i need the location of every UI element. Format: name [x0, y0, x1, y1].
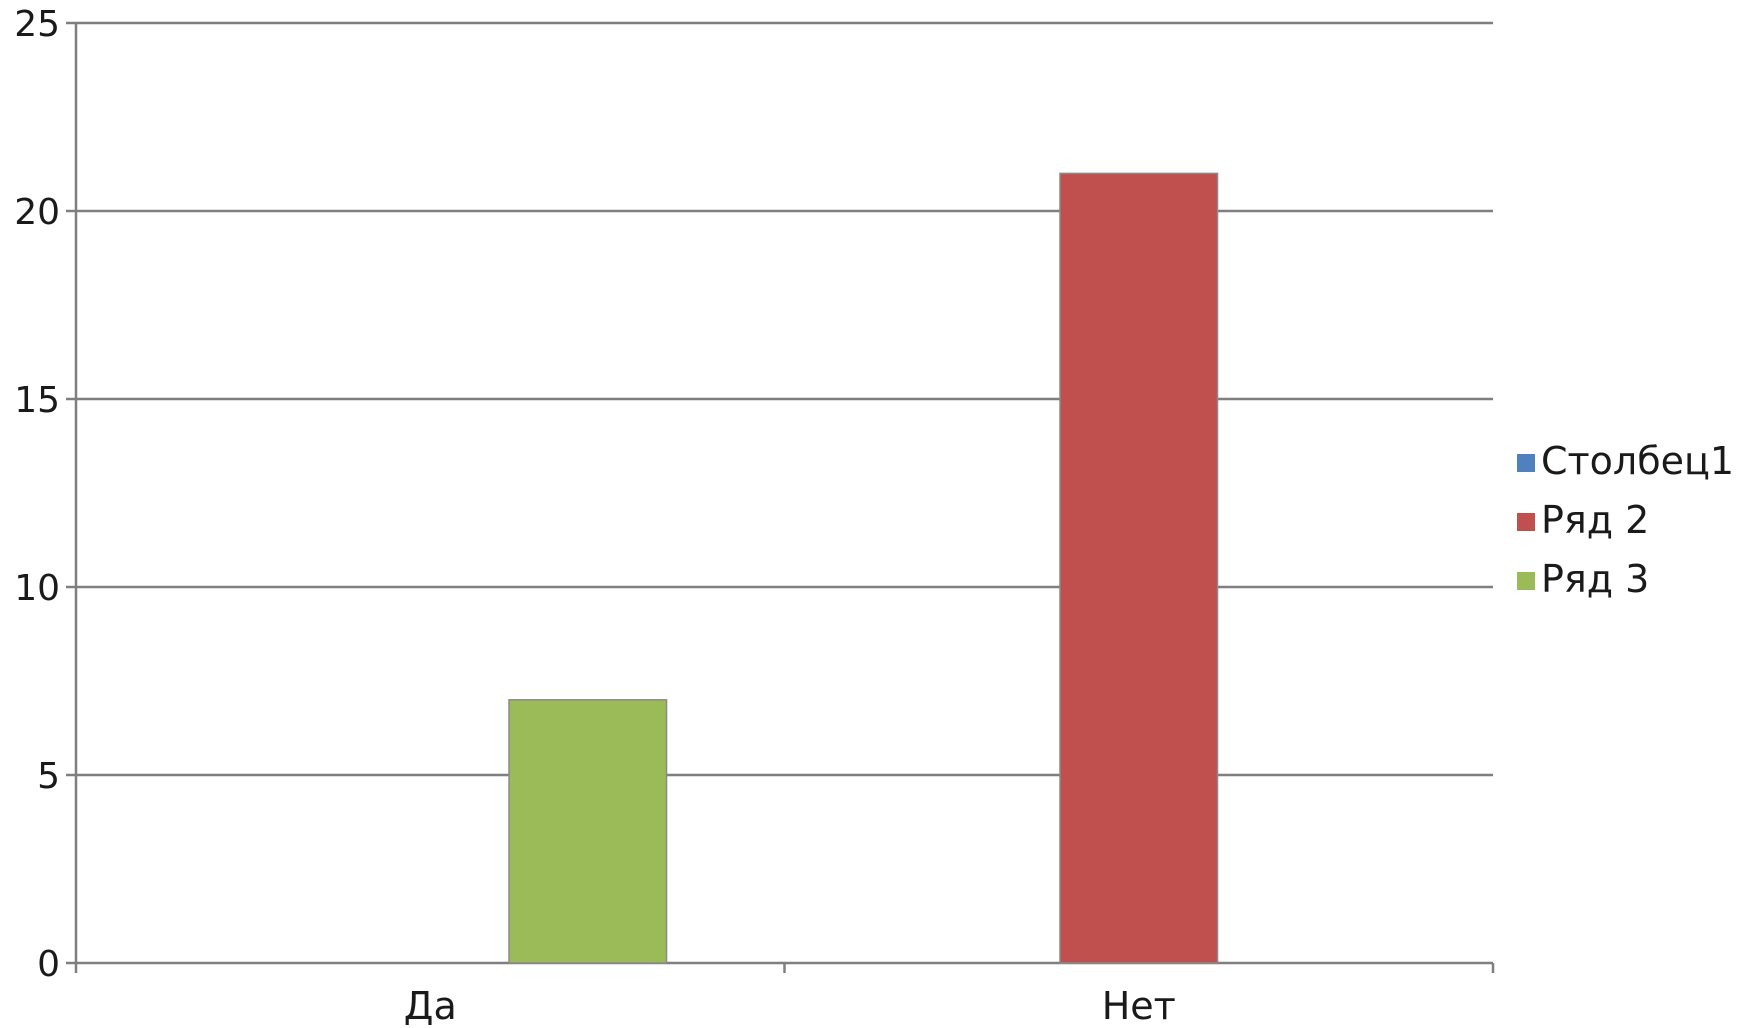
- gridlines: [76, 21, 1493, 777]
- bars: [508, 172, 1219, 964]
- x-tick-label: Да: [404, 984, 457, 1028]
- legend-label: Ряд 3: [1541, 557, 1649, 601]
- y-tick-label: 20: [14, 192, 60, 233]
- y-tick-label: 10: [14, 568, 60, 609]
- legend-swatch: [1517, 572, 1535, 590]
- axes: [66, 21, 1495, 973]
- y-tick-label: 15: [14, 380, 60, 421]
- legend-label: Ряд 2: [1541, 498, 1649, 542]
- x-tick-labels: Да Нет: [404, 984, 1176, 1028]
- y-tick-labels: 0 5 10 15 20 25: [14, 4, 60, 985]
- y-tick-label: 25: [14, 4, 60, 45]
- legend: Столбец1 Ряд 2 Ряд 3: [1517, 439, 1734, 601]
- y-tick-label: 5: [37, 756, 60, 797]
- y-tick-label: 0: [37, 944, 60, 985]
- x-tick-label: Нет: [1102, 984, 1176, 1028]
- legend-swatch: [1517, 454, 1535, 472]
- legend-label: Столбец1: [1541, 439, 1734, 483]
- bar-3-1: [508, 699, 668, 964]
- bar-2-2: [1059, 172, 1219, 964]
- legend-swatch: [1517, 513, 1535, 531]
